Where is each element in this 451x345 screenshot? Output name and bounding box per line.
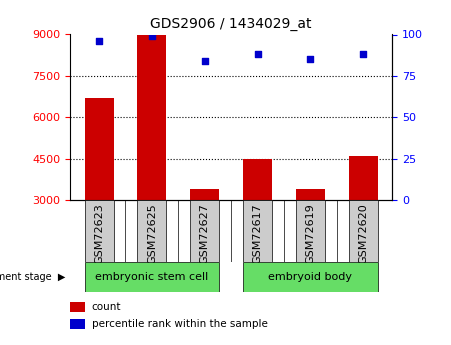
Point bbox=[359, 52, 367, 57]
Bar bbox=[190, 189, 219, 200]
Text: GSM72623: GSM72623 bbox=[94, 203, 104, 264]
Bar bbox=[70, 302, 85, 312]
Text: count: count bbox=[92, 302, 121, 312]
Bar bbox=[349, 200, 378, 262]
Title: GDS2906 / 1434029_at: GDS2906 / 1434029_at bbox=[150, 17, 312, 31]
Text: embryonic stem cell: embryonic stem cell bbox=[95, 272, 208, 282]
Point bbox=[96, 38, 103, 44]
Bar bbox=[296, 200, 325, 262]
Point bbox=[148, 33, 156, 39]
Bar bbox=[85, 200, 114, 262]
Text: development stage  ▶: development stage ▶ bbox=[0, 272, 65, 282]
Bar bbox=[243, 200, 272, 262]
Point bbox=[307, 57, 314, 62]
Text: GSM72617: GSM72617 bbox=[253, 203, 262, 264]
Point bbox=[254, 52, 261, 57]
Text: GSM72620: GSM72620 bbox=[358, 203, 368, 264]
Bar bbox=[190, 200, 219, 262]
Bar bbox=[85, 262, 219, 292]
Bar bbox=[243, 262, 378, 292]
Bar bbox=[70, 319, 85, 329]
Bar bbox=[85, 98, 114, 200]
Bar bbox=[243, 159, 272, 200]
Bar bbox=[138, 34, 166, 200]
Text: GSM72625: GSM72625 bbox=[147, 203, 157, 264]
Bar bbox=[138, 200, 166, 262]
Text: GSM72619: GSM72619 bbox=[305, 203, 315, 264]
Bar bbox=[349, 156, 378, 200]
Bar bbox=[296, 189, 325, 200]
Point bbox=[201, 58, 208, 64]
Text: embryoid body: embryoid body bbox=[268, 272, 352, 282]
Text: percentile rank within the sample: percentile rank within the sample bbox=[92, 319, 268, 329]
Text: GSM72627: GSM72627 bbox=[200, 203, 210, 264]
